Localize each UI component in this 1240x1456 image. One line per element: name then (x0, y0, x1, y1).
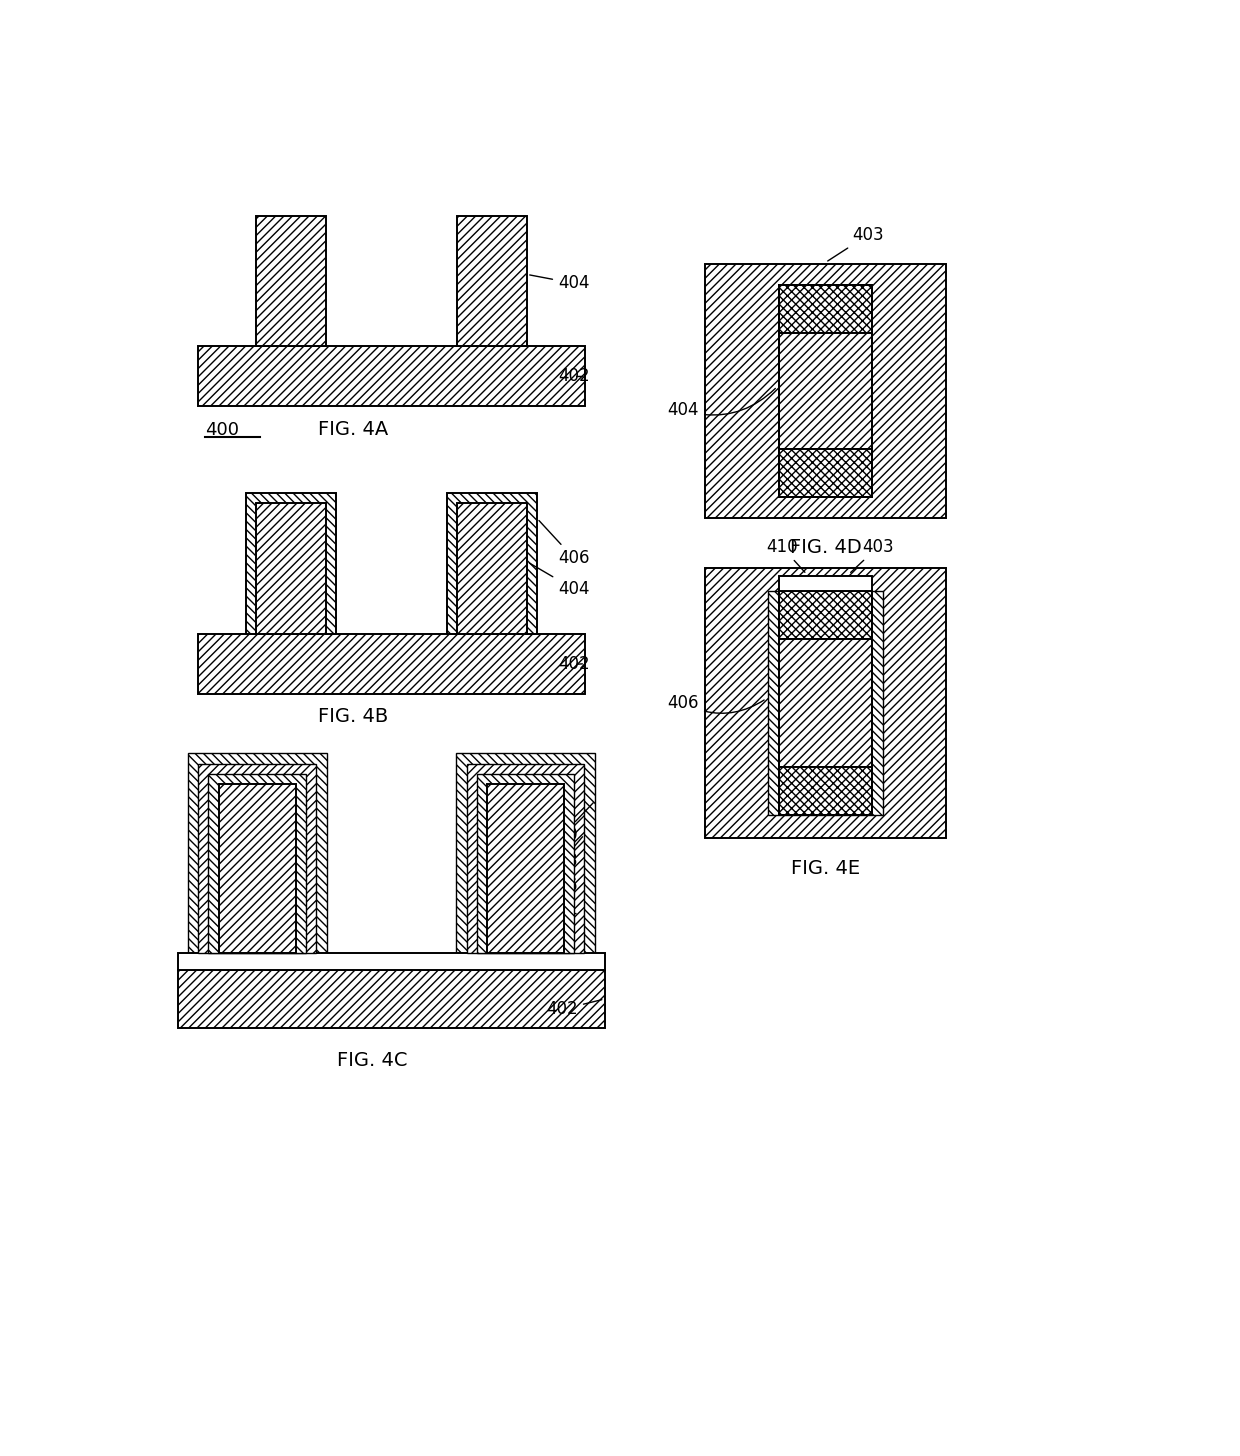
Bar (486, 783, 564, 954)
Bar (197, 633, 585, 693)
Text: 410: 410 (547, 802, 593, 844)
Text: 403: 403 (851, 537, 894, 572)
Bar (218, 783, 296, 954)
Text: 400: 400 (206, 421, 239, 438)
Bar (466, 764, 584, 954)
Bar (779, 285, 872, 496)
Bar (779, 285, 872, 332)
Bar (779, 577, 872, 591)
Bar (779, 591, 872, 639)
Text: 404: 404 (529, 274, 589, 293)
Text: 406: 406 (539, 520, 589, 568)
Text: 404: 404 (667, 389, 775, 419)
Bar (455, 753, 595, 954)
Text: 408: 408 (547, 837, 583, 869)
Text: 404: 404 (547, 903, 578, 922)
Bar (255, 502, 325, 633)
Text: 406: 406 (667, 695, 764, 713)
Bar (208, 773, 306, 954)
Bar (768, 591, 883, 814)
Text: 404: 404 (529, 563, 589, 598)
Bar (179, 954, 605, 970)
Text: FIG. 4E: FIG. 4E (791, 859, 859, 878)
Text: FIG. 4C: FIG. 4C (337, 1051, 407, 1070)
Text: 402: 402 (547, 1000, 601, 1018)
Bar (246, 492, 336, 633)
Text: 403: 403 (828, 226, 884, 261)
Bar (187, 753, 327, 954)
Bar (779, 767, 872, 814)
Bar (779, 639, 872, 767)
Bar (779, 332, 872, 448)
Text: FIG. 4D: FIG. 4D (790, 537, 862, 556)
Text: 402: 402 (558, 367, 590, 386)
Bar (448, 492, 537, 633)
Bar (458, 215, 527, 347)
Bar (779, 591, 872, 814)
Bar (458, 502, 527, 633)
Bar (198, 764, 316, 954)
Bar (197, 347, 585, 406)
Text: 410: 410 (766, 537, 805, 572)
Bar (476, 773, 574, 954)
Bar (706, 264, 945, 518)
Bar (779, 448, 872, 496)
Text: 402: 402 (558, 655, 590, 674)
Text: 406: 406 (547, 871, 578, 895)
Bar (255, 215, 325, 347)
Bar (706, 568, 945, 837)
Text: FIG. 4A: FIG. 4A (317, 421, 388, 440)
Text: FIG. 4B: FIG. 4B (317, 708, 388, 727)
Bar (179, 970, 605, 1028)
